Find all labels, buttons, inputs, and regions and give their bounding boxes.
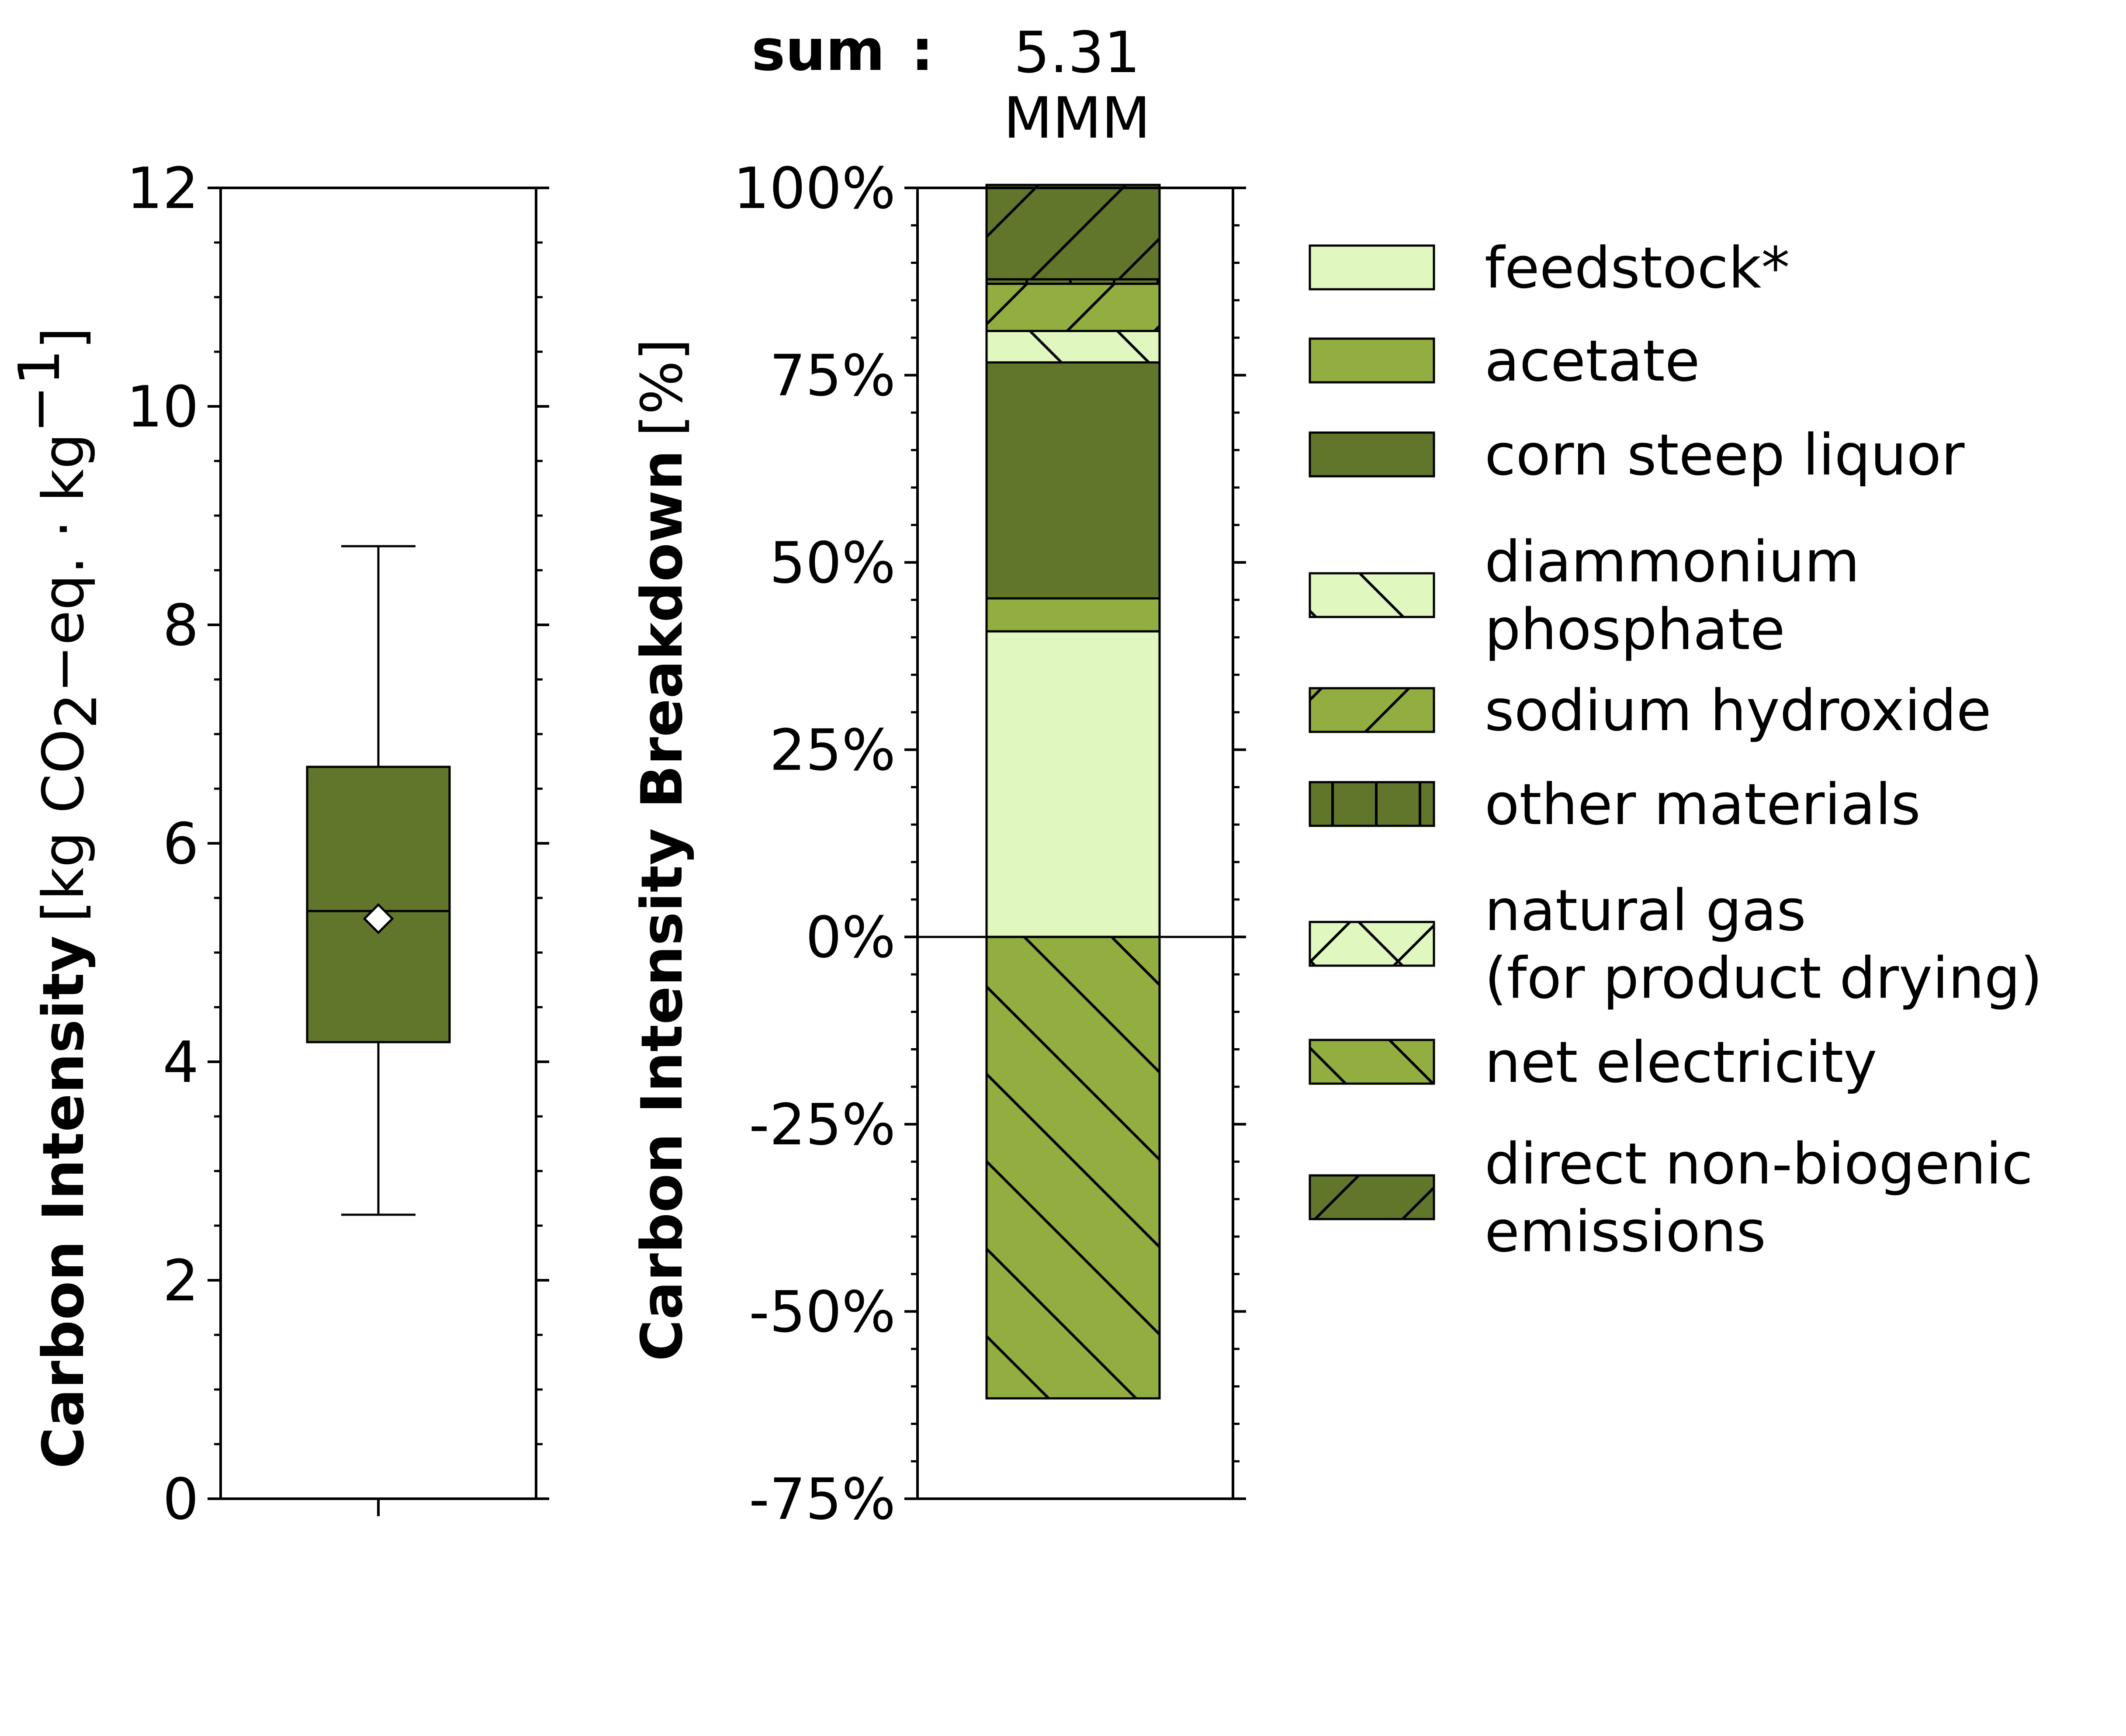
legend-item: acetate: [1309, 328, 1700, 394]
legend-item: corn steep liquor: [1309, 422, 1965, 488]
legend-swatch: [1309, 921, 1435, 967]
y-tick-label: 0%: [806, 904, 896, 970]
legend-label: other materials: [1485, 771, 1921, 838]
legend-label: natural gas: [1485, 877, 1806, 944]
y-tick-label: 25%: [769, 717, 896, 783]
legend-label: phosphate: [1485, 596, 1785, 663]
y-tick-label: 10: [127, 374, 199, 440]
breakdown-y-axis-label: Carbon Intensity Breakdown[%]: [629, 339, 695, 1362]
y-tick-label: 0: [163, 1466, 199, 1532]
legend-label: net electricity: [1485, 1029, 1877, 1095]
y-tick-label: 2: [163, 1247, 199, 1314]
legend-label: corn steep liquor: [1485, 422, 1965, 488]
legend-label: sodium hydroxide: [1485, 677, 1991, 744]
legend-item: natural gas(for product drying): [1309, 877, 2043, 1012]
legend-swatch: [1309, 572, 1435, 618]
sum-value: 5.31: [1014, 19, 1140, 86]
legend-swatch: [1309, 687, 1435, 733]
legend-swatch: [1309, 337, 1435, 384]
legend-swatch: [1309, 781, 1435, 827]
y-tick-label: 100%: [733, 155, 896, 222]
legend-item: sodium hydroxide: [1309, 677, 1991, 744]
y-tick-label: 8: [163, 592, 199, 658]
bar-segment-net-electricity: [985, 936, 1161, 1400]
legend: feedstock* acetate corn steep liquor diammo…: [1309, 235, 2043, 1265]
box-plot-panel: Carbon Intensity[kg CO2−eq. · kg−1] 0 2 4 6…: [6, 155, 549, 1532]
sum-colon: :: [911, 17, 934, 83]
legend-swatch: [1309, 431, 1435, 478]
legend-label: acetate: [1485, 328, 1700, 394]
breakdown-ticks: -75% -50% -25% 0% 25% 50% 75% 100%: [733, 155, 1246, 1532]
breakdown-frame: [916, 187, 1234, 1500]
y-tick-label: -50%: [749, 1279, 896, 1345]
bar-segment-acetate: [985, 597, 1161, 633]
y-tick-label: 12: [127, 155, 199, 222]
legend-label: feedstock*: [1485, 235, 1790, 301]
legend-item: feedstock*: [1309, 235, 1790, 301]
legend-swatch: [1309, 1039, 1435, 1085]
bar-segment-direct-non-biogenic-emissions: [985, 184, 1161, 281]
box-plot: [306, 545, 451, 1216]
bar-segment-feedstock: [985, 630, 1161, 938]
y-tick-label: 50%: [769, 530, 896, 596]
legend-item: net electricity: [1309, 1029, 1877, 1095]
box-plot-y-axis-label: Carbon Intensity[kg CO2−eq. · kg−1]: [6, 327, 110, 1469]
sum-annotation: sum : 5.31 MMM: [751, 17, 1150, 151]
y-tick-label: 4: [163, 1029, 199, 1095]
breakdown-bar: [985, 184, 1161, 1400]
legend-label: (for product drying): [1485, 945, 2043, 1012]
y-tick-label: 6: [163, 811, 199, 877]
legend-swatch: [1309, 1174, 1435, 1220]
y-tick-label: 75%: [769, 343, 896, 409]
legend-label: emissions: [1485, 1199, 1766, 1265]
legend-label: diammonium: [1485, 529, 1860, 595]
sum-unit: MMM: [1004, 85, 1151, 151]
y-tick-label: -75%: [749, 1466, 896, 1532]
y-tick-label: -25%: [749, 1091, 896, 1158]
bar-segment-sodium-hydroxide: [985, 282, 1161, 332]
legend-label: direct non-biogenic: [1485, 1131, 2033, 1197]
bar-segment-diammonium-phosphate: [985, 329, 1161, 364]
sum-label: sum: [751, 17, 885, 83]
legend-item: other materials: [1309, 771, 1921, 838]
bar-segment-corn-steep-liquor: [985, 361, 1161, 599]
legend-swatch: [1309, 244, 1435, 291]
mean-marker: [363, 903, 394, 935]
box-plot-ticks: 0 2 4 6 8 10 12: [127, 155, 549, 1532]
breakdown-panel: Carbon Intensity Breakdown[%] -75% -50% -2…: [629, 155, 1246, 1532]
